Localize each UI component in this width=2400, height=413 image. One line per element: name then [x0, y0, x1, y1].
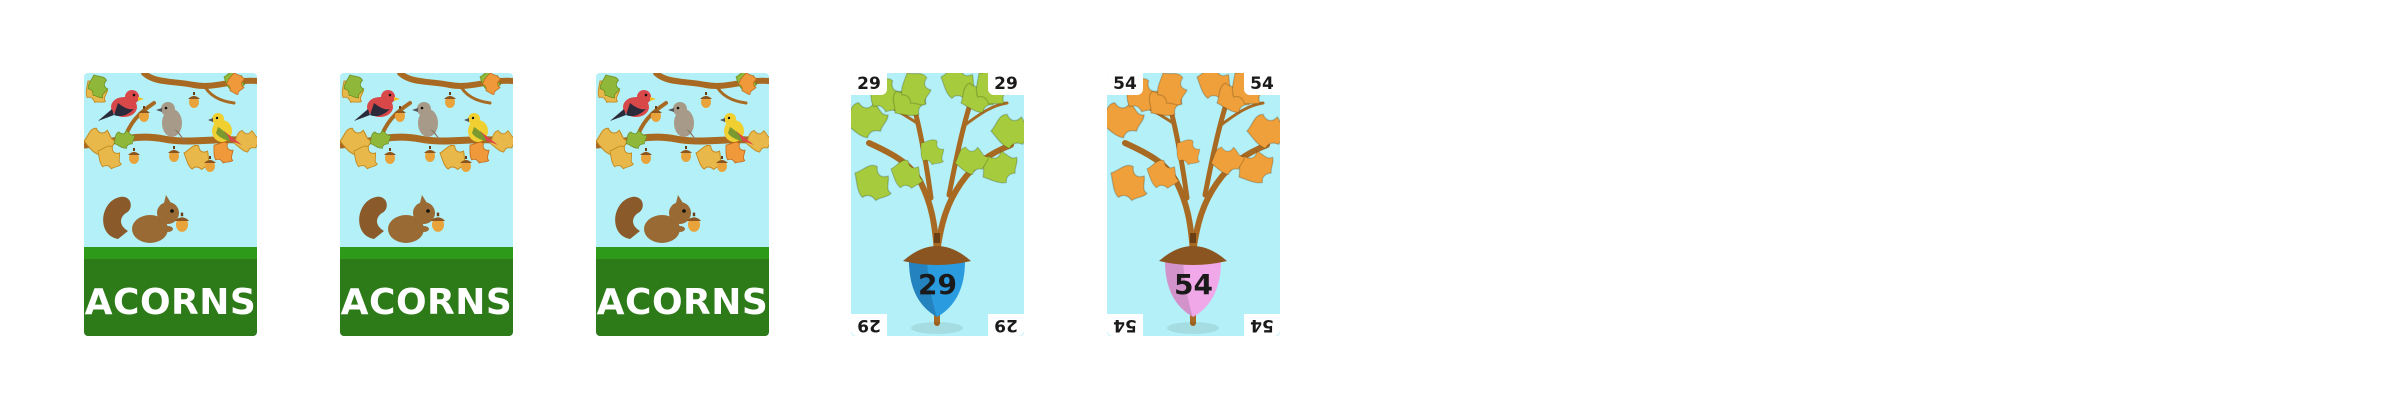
oak-tree-artwork: [851, 73, 1024, 336]
card-back-label: ACORNS: [340, 282, 513, 323]
oak-tree-artwork: [1107, 73, 1280, 336]
card-corner-value: 29: [851, 73, 887, 95]
card-back-label: ACORNS: [84, 282, 257, 323]
card-corner-value: 54: [1107, 314, 1143, 336]
card-back-label: ACORNS: [596, 282, 769, 323]
card-back-2[interactable]: ACORNS: [340, 73, 513, 336]
card-corner-value: 54: [1244, 314, 1280, 336]
card-corner-value: 29: [988, 73, 1024, 95]
card-back-1[interactable]: ACORNS: [84, 73, 257, 336]
card-corner-value: 29: [988, 314, 1024, 336]
card-corner-value: 54: [1107, 73, 1143, 95]
card-corner-value: 54: [1244, 73, 1280, 95]
number-card[interactable]: 29 29 29 29 29: [851, 73, 1024, 336]
acorn-value: 29: [918, 268, 957, 301]
card-back-3[interactable]: ACORNS: [596, 73, 769, 336]
acorn-value: 54: [1174, 268, 1213, 301]
card-corner-value: 29: [851, 314, 887, 336]
number-card[interactable]: 54 54 54 54 54: [1107, 73, 1280, 336]
